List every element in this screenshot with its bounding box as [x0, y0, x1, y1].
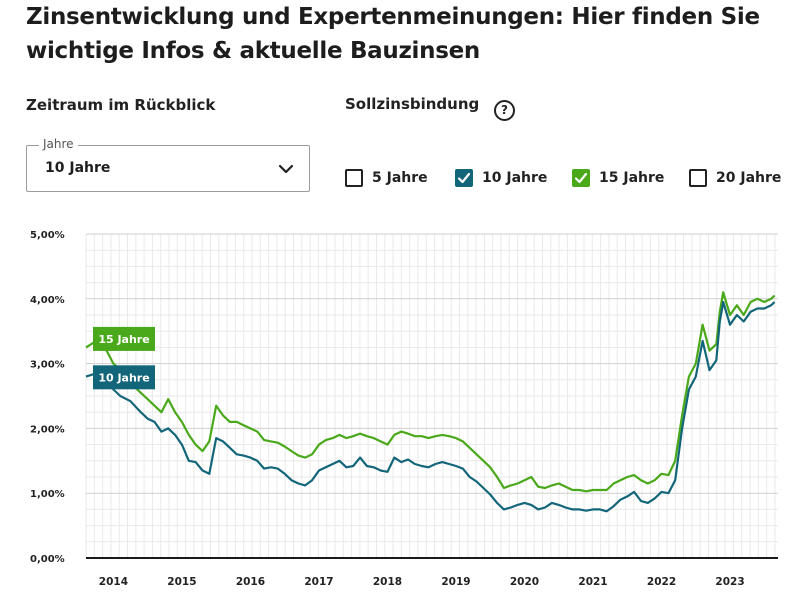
series-tag-label: 15 Jahre [98, 333, 149, 346]
x-tick-label: 2022 [647, 576, 676, 588]
y-tick-label: 1,00% [30, 489, 65, 500]
interest-rate-chart: 0,00% 1,00% 2,00% 3,00% 4,00% 5,00% 2014 2015 20… [30, 230, 778, 588]
series-line [85, 300, 776, 513]
period-select-legend: Jahre [39, 137, 78, 151]
chevron-down-icon [278, 164, 294, 174]
checkmark-icon [574, 172, 588, 184]
checkbox-15-jahre[interactable]: 15 Jahre [572, 167, 664, 189]
period-label: Zeitraum im Rückblick [26, 96, 216, 114]
period-select-value: 10 Jahre [45, 160, 111, 176]
x-tick-label: 2015 [167, 576, 196, 588]
checkmark-icon [457, 172, 471, 184]
x-tick-label: 2021 [578, 576, 607, 588]
help-icon[interactable]: ? [494, 100, 515, 121]
y-tick-label: 2,00% [30, 424, 65, 435]
x-tick-label: 2018 [373, 576, 402, 588]
checkbox-10-jahre[interactable]: 10 Jahre [455, 167, 547, 189]
y-tick-label: 5,00% [30, 230, 65, 241]
checkbox-10-jahre-box[interactable] [455, 169, 473, 187]
page-title: Zinsentwicklung und Expertenmeinungen: H… [26, 4, 760, 64]
checkbox-15-jahre-box[interactable] [572, 169, 590, 187]
series-tag [93, 365, 155, 390]
series-tag [93, 326, 155, 351]
series-tag-label: 10 Jahre [98, 371, 149, 384]
fixation-label: Sollzinsbindung [345, 95, 480, 113]
x-tick-label: 2019 [441, 576, 470, 588]
x-tick-label: 2014 [99, 576, 128, 588]
x-tick-label: 2017 [304, 576, 333, 588]
x-tick-label: 2023 [715, 576, 744, 588]
x-tick-label: 2020 [510, 576, 539, 588]
series-line [85, 291, 776, 493]
y-tick-label: 4,00% [30, 295, 65, 306]
checkbox-20-jahre-box[interactable] [689, 169, 707, 187]
checkbox-5-jahre-label: 5 Jahre [372, 170, 428, 186]
y-tick-label: 3,00% [30, 360, 65, 371]
checkbox-5-jahre[interactable]: 5 Jahre [345, 167, 428, 189]
x-tick-label: 2016 [236, 576, 265, 588]
y-tick-label: 0,00% [30, 554, 65, 565]
checkbox-15-jahre-label: 15 Jahre [599, 170, 665, 186]
period-select[interactable]: Jahre 10 Jahre [26, 137, 310, 192]
checkbox-5-jahre-box[interactable] [345, 169, 363, 187]
checkbox-20-jahre[interactable]: 20 Jahre [689, 167, 781, 189]
checkbox-20-jahre-label: 20 Jahre [716, 170, 782, 186]
checkbox-10-jahre-label: 10 Jahre [482, 170, 548, 186]
